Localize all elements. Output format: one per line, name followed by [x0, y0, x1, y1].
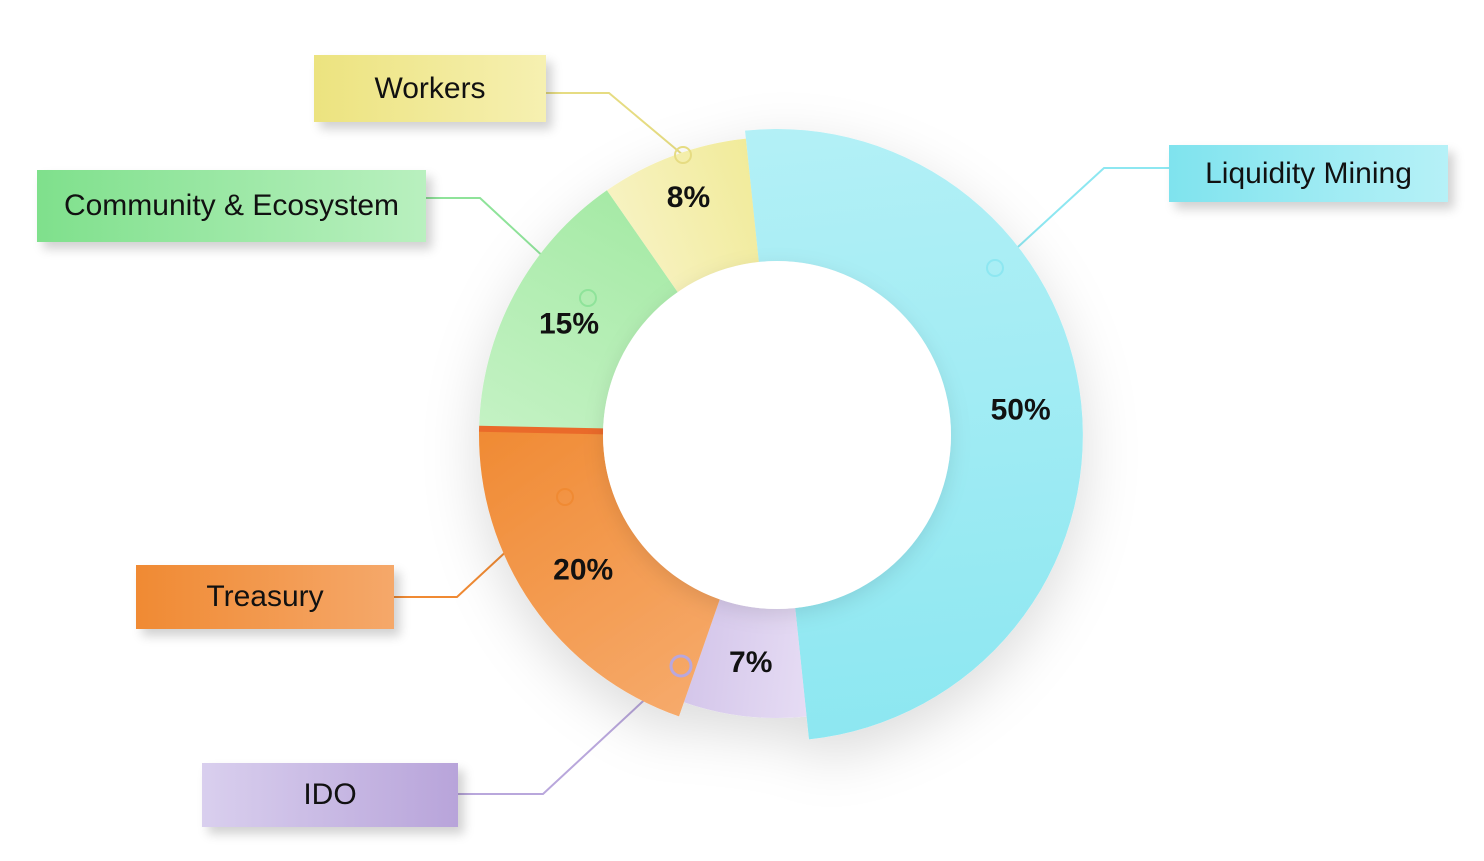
legend-label-ido: IDO [202, 763, 458, 827]
connector-dots [556, 146, 1004, 678]
connector-dot-workers [674, 146, 692, 164]
donut-slices [479, 129, 1083, 740]
connector-line-workers [546, 92, 684, 156]
slice-ido [683, 599, 807, 718]
slice-treasury [479, 428, 720, 717]
percent-label-treasury: 20% [553, 554, 613, 587]
slice-community-ecosystem [479, 190, 678, 432]
connector-dot-liquidity-mining [986, 259, 1004, 277]
percent-label-ido: 7% [729, 646, 772, 679]
slice-liquidity-mining [745, 129, 1083, 740]
connector-line-ido [458, 665, 682, 795]
connector-line-liquidity-mining [994, 167, 1169, 269]
legend-label-workers: Workers [314, 55, 546, 122]
slice-boundary-line [479, 425, 604, 435]
connector-dot-ido [669, 654, 693, 678]
legend-label-treasury: Treasury [136, 565, 394, 629]
donut-hole [603, 261, 951, 609]
legend-label-liquidity-mining: Liquidity Mining [1169, 145, 1448, 202]
slice-workers [606, 138, 759, 293]
legend-label-community-ecosystem: Community & Ecosystem [37, 170, 426, 242]
percent-labels: 50% 7% 20% 15% 8% [539, 181, 1051, 679]
connector-dot-treasury [556, 488, 574, 506]
percent-label-liquidity-mining: 50% [991, 393, 1051, 426]
percent-label-workers: 8% [667, 181, 710, 214]
connector-dot-community-ecosystem [579, 289, 597, 307]
percent-label-community-ecosystem: 15% [539, 307, 599, 340]
